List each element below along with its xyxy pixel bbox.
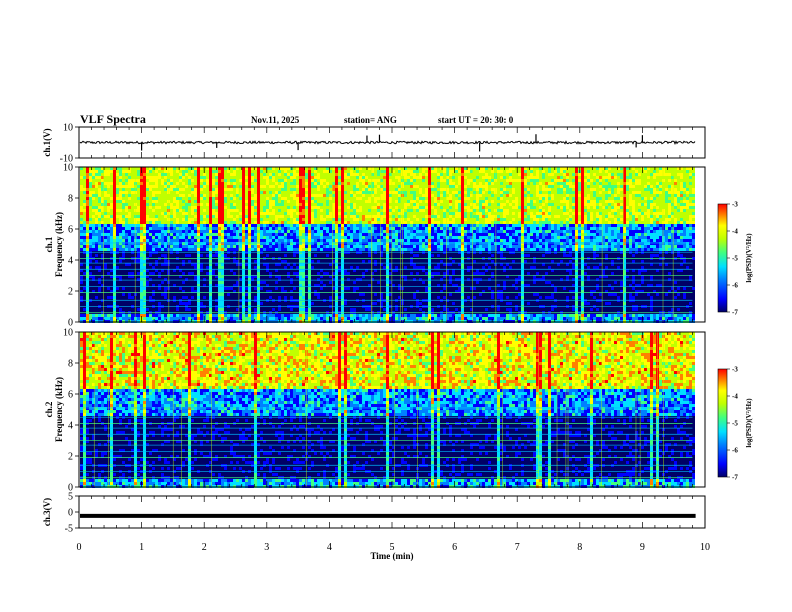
y-tick-label: 4 <box>68 421 73 432</box>
colorbar-tick-label: -6 <box>732 447 738 455</box>
y-tick-label: 2 <box>68 287 73 298</box>
ch2-spectrogram-cells <box>80 332 695 488</box>
x-tick-label: 9 <box>640 542 645 553</box>
figure-title: VLF Spectra <box>80 112 146 127</box>
y-axis-label-channel: ch.2 <box>44 401 54 417</box>
colorbar <box>717 368 728 478</box>
x-tick-label: 10 <box>700 542 710 553</box>
colorbar-tick-label: -4 <box>732 393 738 401</box>
y-tick-label: -5 <box>65 524 73 535</box>
y-axis-label: ch.1(V) <box>42 128 52 156</box>
x-tick-label: 8 <box>577 542 582 553</box>
colorbar-label: log(PSD)(V²/Hz) <box>745 233 753 283</box>
colorbar <box>717 203 728 313</box>
colorbar-tick-label: -4 <box>732 228 738 236</box>
colorbar-tick-label: -6 <box>732 282 738 290</box>
x-tick-label: 7 <box>515 542 520 553</box>
x-tick-label: 3 <box>264 542 269 553</box>
y-tick-label: 0 <box>68 318 73 329</box>
y-tick-label: 0 <box>68 508 73 519</box>
x-tick-label: 6 <box>452 542 457 553</box>
colorbar-tick-label: -5 <box>732 420 738 428</box>
waveform-trace <box>79 140 696 145</box>
y-tick-label: 8 <box>68 194 73 205</box>
colorbar-tick-label: -7 <box>732 309 738 317</box>
y-tick-label: 4 <box>68 256 73 267</box>
x-tick-label: 1 <box>139 542 144 553</box>
colorbar-tick-label: -7 <box>732 474 738 482</box>
y-tick-label: 10 <box>63 328 73 339</box>
ch1-spectrogram-cells <box>80 167 695 323</box>
colorbar-tick-label: -3 <box>732 366 738 374</box>
x-tick-label: 2 <box>202 542 207 553</box>
y-tick-label: 2 <box>68 452 73 463</box>
y-axis-label: Frequency (kHz) <box>54 377 64 442</box>
x-axis-label: Time (min) <box>370 551 413 561</box>
colorbar-tick-label: -3 <box>732 201 738 209</box>
y-tick-label: 10 <box>63 123 73 134</box>
x-tick-label: 0 <box>77 542 82 553</box>
y-axis-label-channel: ch.1 <box>44 236 54 252</box>
y-tick-label: 6 <box>68 390 73 401</box>
y-tick-label: 0 <box>68 483 73 494</box>
y-axis-label: ch.3(V) <box>42 498 52 526</box>
y-tick-label: 5 <box>68 492 73 503</box>
station-label: station= ANG <box>344 115 397 125</box>
y-axis-label: Frequency (kHz) <box>54 212 64 277</box>
start-time-label: start UT = 20: 30: 0 <box>438 115 513 125</box>
y-tick-label: -10 <box>60 154 73 165</box>
colorbar-tick-label: -5 <box>732 255 738 263</box>
colorbar-label: log(PSD)(V²/Hz) <box>745 398 753 448</box>
y-tick-label: 10 <box>63 163 73 174</box>
date-label: Nov.11, 2025 <box>251 115 299 125</box>
x-tick-label: 5 <box>390 542 395 553</box>
y-tick-label: 6 <box>68 225 73 236</box>
x-tick-label: 4 <box>327 542 332 553</box>
y-tick-label: 8 <box>68 359 73 370</box>
